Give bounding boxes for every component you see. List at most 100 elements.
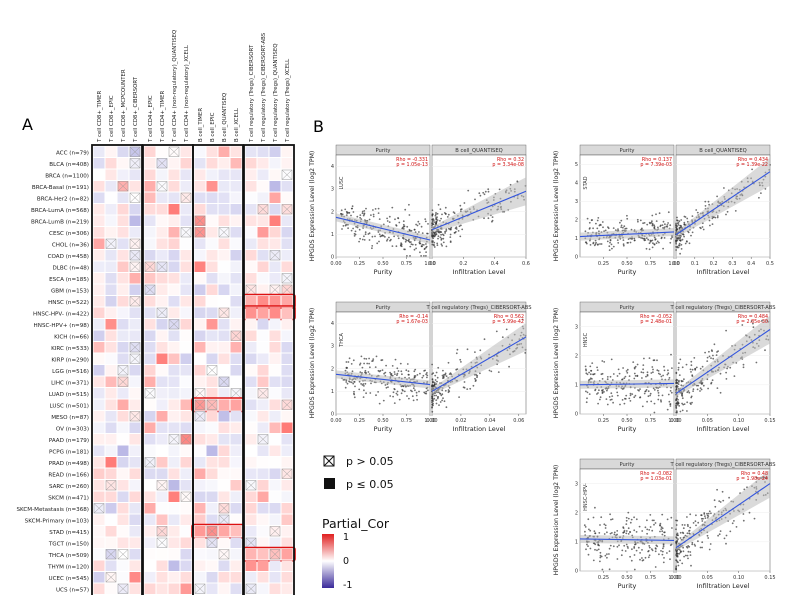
data-point — [719, 391, 722, 394]
not-significant-mark — [206, 537, 218, 548]
data-point — [659, 522, 662, 525]
heatmap-cell — [117, 204, 129, 215]
heatmap-cell — [129, 307, 141, 318]
data-point — [690, 403, 692, 405]
data-point — [694, 545, 697, 547]
data-point — [748, 511, 751, 514]
heatmap-cell — [93, 169, 105, 180]
heatmap-cell — [194, 457, 206, 468]
heatmap-cell — [168, 169, 180, 180]
data-point — [683, 221, 686, 224]
data-point — [675, 542, 677, 544]
heatmap-cell — [93, 365, 105, 376]
heatmap-cell — [245, 572, 257, 583]
not-significant-mark — [105, 238, 117, 249]
data-point — [438, 230, 441, 233]
data-point — [716, 387, 719, 389]
not-significant-mark — [144, 457, 156, 468]
heatmap-cell — [117, 158, 129, 169]
heatmap-cell — [230, 319, 242, 330]
data-point — [346, 211, 349, 214]
data-point — [594, 239, 597, 242]
heatmap-cell — [180, 526, 192, 537]
heatmap-cell — [269, 158, 281, 169]
heatmap-cell — [230, 583, 242, 594]
not-significant-mark — [269, 549, 281, 560]
data-point — [363, 210, 366, 212]
data-point — [411, 390, 413, 393]
data-point — [351, 207, 353, 210]
data-point — [396, 367, 399, 370]
data-point — [669, 405, 672, 407]
not-significant-mark — [194, 411, 206, 422]
data-point — [752, 326, 755, 329]
data-point — [601, 568, 604, 571]
data-point — [676, 554, 679, 557]
heatmap-cell — [180, 319, 192, 330]
not-significant-mark — [117, 376, 129, 387]
data-point — [368, 218, 371, 221]
not-significant-mark — [105, 480, 117, 491]
x-tick-label: 0.10 — [733, 418, 744, 424]
data-point — [599, 223, 602, 226]
data-point — [419, 251, 421, 254]
y-axis-title: HPGDS Expression Level (log2 TPM) — [553, 308, 560, 419]
data-point — [662, 561, 665, 564]
x-tick-label: 0.05 — [702, 575, 713, 581]
data-point — [686, 532, 689, 535]
data-point — [678, 405, 681, 407]
data-point — [723, 187, 725, 189]
heatmap-cell — [93, 158, 105, 169]
heatmap-column-label: T cell CD4+_TIMER — [160, 91, 166, 143]
heatmap-cell — [257, 503, 269, 514]
heatmap-cell — [117, 227, 129, 238]
data-point — [664, 223, 666, 226]
heatmap-cell — [144, 192, 156, 203]
data-point — [708, 355, 711, 358]
data-point — [648, 554, 651, 557]
data-point — [433, 397, 436, 400]
data-point — [652, 387, 655, 390]
heatmap-row-label: LGG (n=516) — [52, 369, 89, 375]
data-point — [419, 372, 421, 375]
not-significant-mark — [129, 261, 141, 272]
data-point — [487, 188, 490, 191]
data-point — [653, 519, 655, 522]
not-significant-mark — [156, 307, 168, 318]
data-point — [594, 506, 596, 509]
heatmap-cell — [117, 273, 129, 284]
data-point — [671, 527, 673, 529]
data-point — [646, 532, 648, 535]
heatmap-cell — [105, 227, 117, 238]
not-significant-mark — [218, 376, 230, 387]
data-point — [702, 384, 705, 387]
not-significant-mark — [117, 365, 129, 376]
heatmap-cell — [245, 434, 257, 445]
data-point — [604, 527, 607, 529]
heatmap-row-label: GBM (n=153) — [51, 288, 89, 294]
heatmap-cell — [281, 491, 293, 502]
data-point — [439, 208, 442, 211]
data-point — [643, 222, 646, 224]
data-point — [347, 223, 349, 226]
heatmap-cell — [117, 422, 129, 433]
not-significant-mark — [230, 388, 242, 399]
heatmap-cell — [144, 399, 156, 410]
data-point — [696, 388, 699, 391]
not-significant-mark — [129, 411, 141, 422]
heatmap-cell — [257, 192, 269, 203]
data-point — [637, 220, 639, 223]
heatmap-cell — [206, 227, 218, 238]
data-point — [391, 365, 394, 367]
not-significant-mark — [129, 261, 141, 272]
heatmap-cell — [257, 330, 269, 341]
data-point — [403, 390, 406, 393]
data-point — [606, 403, 609, 406]
data-point — [655, 242, 658, 245]
cancer-type-label: STAD — [583, 176, 589, 189]
heatmap-cell — [218, 204, 230, 215]
data-point — [370, 214, 372, 217]
data-point — [444, 206, 447, 209]
not-significant-mark — [129, 192, 141, 203]
heatmap-cell — [180, 158, 192, 169]
